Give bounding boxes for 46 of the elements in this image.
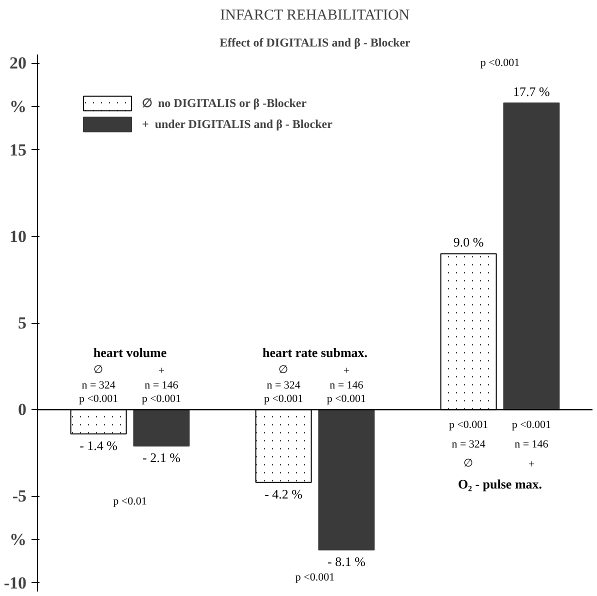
annotation: + [343, 364, 350, 377]
y-tick-label: % [10, 530, 26, 550]
annotation: p <0.001 [295, 572, 335, 584]
annotation: ∅ [464, 457, 474, 470]
annotation: + [158, 364, 165, 377]
annotation: p <0.001 [326, 393, 366, 406]
annotation: p <0.01 [113, 495, 147, 508]
y-tick-label: 15 [10, 140, 26, 160]
annotation: p <0.001 [142, 393, 182, 406]
chart-subtitle: Effect of DIGITALIS and β - Blocker [220, 36, 412, 50]
annotation: n = 146 [144, 379, 179, 392]
x-tick-label: heart rate submax. [262, 344, 368, 360]
x-tick-label: O₂ - pulse max. [458, 476, 542, 492]
annotation: p <0.001 [78, 393, 118, 406]
y-tick-label: 20 [10, 54, 26, 73]
chart-title: INFARCT REHABILITATION [220, 8, 410, 24]
annotation: n = 146 [330, 379, 364, 392]
annotation: ∅ [94, 364, 104, 376]
y-tick-label: -10 [4, 573, 27, 592]
y-tick-label: 5 [18, 314, 26, 332]
data-label: - 8.1 % [327, 554, 366, 569]
data-label: - 4.2 % [264, 486, 303, 502]
y-tick-label: 10 [10, 226, 26, 246]
legend-label: + under DIGITALIS and β - Blocker [142, 116, 332, 132]
bar [133, 409, 190, 446]
y-tick-label: -5 [12, 486, 27, 506]
data-label: 17.7 % [513, 84, 550, 100]
y-tick-label: 0 [18, 400, 26, 420]
annotation: n = 324 [452, 438, 486, 450]
annotation: n = 324 [266, 379, 301, 392]
annotation: p <0.001 [480, 57, 520, 70]
annotation: p <0.001 [448, 419, 488, 432]
x-tick-label: heart volume [93, 344, 167, 360]
data-label: - 2.1 % [142, 450, 181, 465]
data-label: 9.0 % [453, 234, 484, 250]
annotation: p <0.001 [512, 419, 552, 432]
annotation: p <0.001 [264, 393, 304, 406]
annotation: + [528, 458, 535, 470]
bar [503, 102, 560, 410]
annotation: n = 146 [514, 438, 549, 450]
data-label: - 1.4 % [80, 438, 118, 453]
annotation: ∅ [278, 364, 289, 376]
legend-label: ∅ no DIGITALIS or β -Blocker [142, 96, 307, 110]
y-tick-label: % [10, 96, 26, 116]
annotation: n = 324 [82, 379, 116, 392]
bar [318, 409, 375, 550]
